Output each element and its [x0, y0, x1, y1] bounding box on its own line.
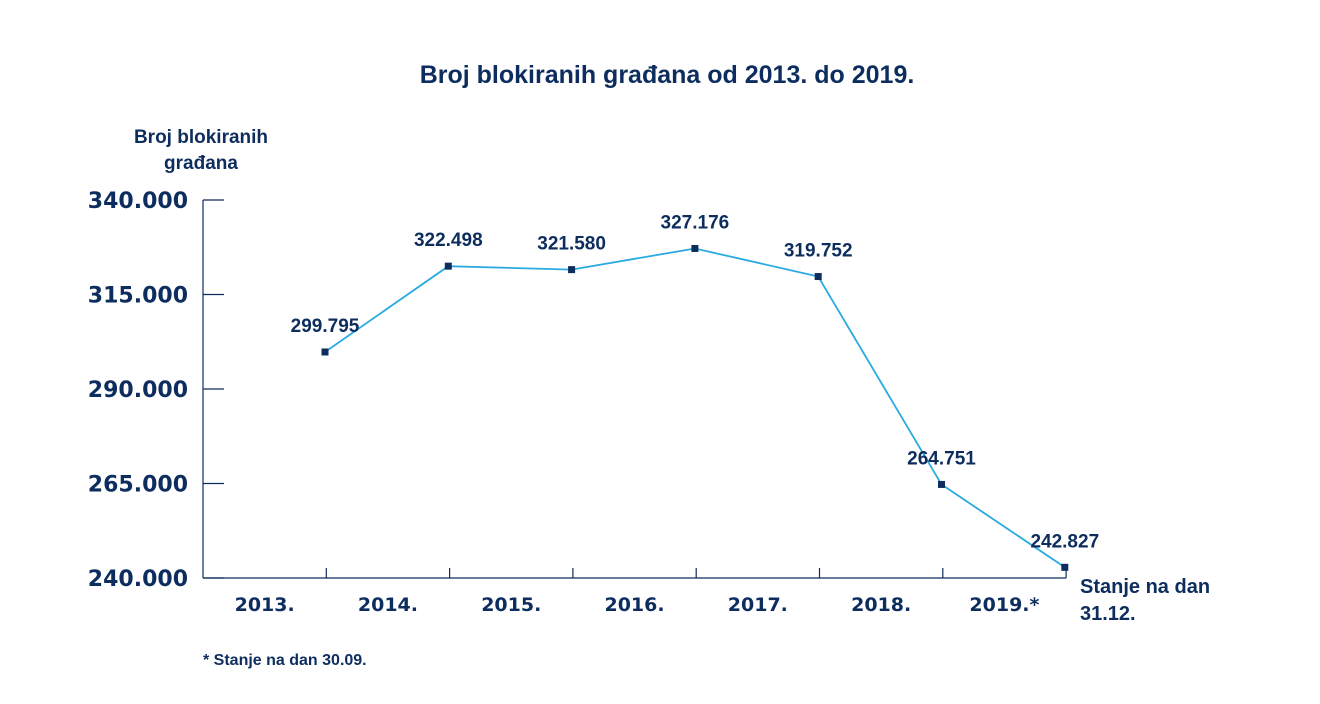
- x-axis: 2013. 2014. 2015. 2016. 2017. 2018. 2019.*: [203, 568, 1067, 616]
- data-label: 264.751: [907, 448, 976, 469]
- data-point-marker: [1061, 563, 1069, 571]
- data-point-marker: [444, 262, 452, 270]
- data-label: 321.580: [537, 234, 606, 255]
- data-point-marker: [321, 348, 329, 356]
- data-label: 327.176: [661, 212, 730, 233]
- data-point-marker: [938, 480, 945, 488]
- data-label: 322.498: [414, 230, 483, 251]
- x-axis-label-line-1: Stanje na dan: [1080, 576, 1210, 598]
- y-tick-label: 340.000: [88, 189, 188, 214]
- footnote: * Stanje na dan 30.09.: [203, 652, 367, 669]
- x-axis-label-line-2: 31.12.: [1080, 603, 1136, 625]
- data-point-marker: [568, 266, 576, 274]
- data-label: 319.752: [784, 241, 853, 262]
- data-series: 299.795 322.498 321.580 327.176 319.752 264.7…: [291, 212, 1099, 571]
- data-label: 242.827: [1030, 531, 1099, 552]
- data-point-marker: [814, 273, 822, 281]
- data-label: 299.795: [291, 316, 360, 337]
- data-point-marker: [691, 244, 699, 252]
- y-axis-label-line-2: građana: [164, 153, 238, 174]
- y-tick-label: 240.000: [88, 567, 188, 592]
- y-tick-label: 290.000: [88, 378, 188, 403]
- y-tick-label: 265.000: [88, 473, 188, 498]
- y-tick-label: 315.000: [88, 284, 188, 309]
- x-tick-label: 2014.: [358, 594, 418, 616]
- x-tick-label: 2013.: [235, 594, 295, 616]
- x-tick-label: 2019.*: [969, 594, 1039, 616]
- y-axis: 240.000 265.000 290.000 315.000 340.000: [88, 189, 224, 592]
- y-axis-label-line-1: Broj blokiranih: [134, 127, 268, 148]
- x-tick-label: 2018.: [851, 594, 911, 616]
- series-line: [324, 247, 1066, 569]
- x-tick-label: 2016.: [604, 594, 664, 616]
- chart-title: Broj blokiranih građana od 2013. do 2019…: [420, 61, 915, 89]
- x-tick-label: 2015.: [481, 594, 541, 616]
- x-tick-label: 2017.: [728, 594, 788, 616]
